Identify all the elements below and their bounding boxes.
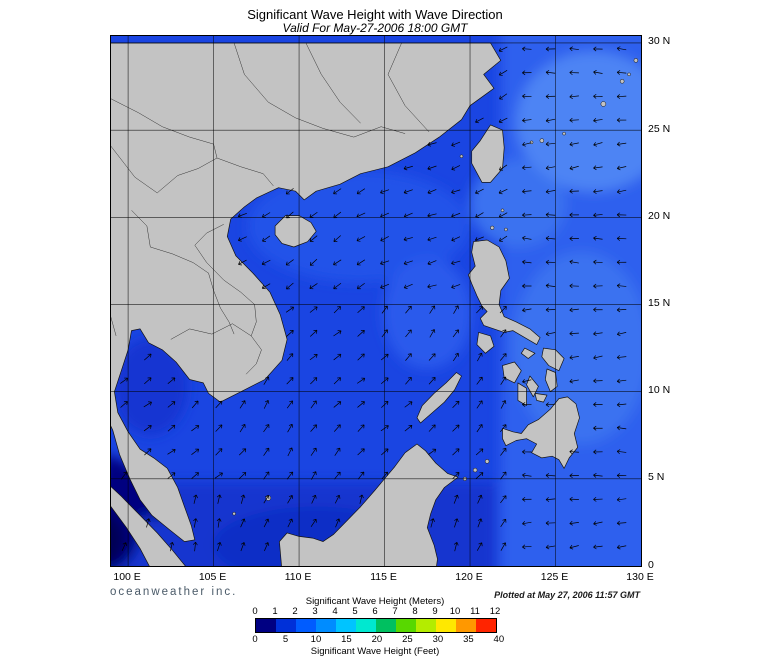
feet-tick: 0 xyxy=(252,634,258,645)
lat-label: 15 N xyxy=(648,296,671,309)
lon-label: 125 E xyxy=(540,571,569,583)
colorbar-segment xyxy=(336,619,356,632)
feet-tick: 10 xyxy=(310,634,322,645)
lon-label: 120 E xyxy=(455,571,483,583)
meters-tick: 3 xyxy=(312,606,318,617)
colorbar-segment xyxy=(456,619,476,632)
feet-tick: 15 xyxy=(341,634,352,645)
feet-tick: 30 xyxy=(432,634,444,645)
meters-tick: 12 xyxy=(489,606,501,617)
meters-tick: 2 xyxy=(292,606,298,617)
lon-label: 105 E xyxy=(198,571,227,583)
lat-label: 25 N xyxy=(648,122,671,135)
legend-meters-label: Significant Wave Height (Meters) xyxy=(305,596,445,607)
colorbar-segment xyxy=(316,619,336,632)
meters-tick: 1 xyxy=(272,606,278,617)
plotted-timestamp: Plotted at May 27, 2006 11:57 GMT xyxy=(494,590,640,600)
feet-tick: 25 xyxy=(402,634,413,645)
colorbar-segment xyxy=(256,619,276,632)
meters-tick: 8 xyxy=(412,606,418,617)
legend-feet-label: Significant Wave Height (Feet) xyxy=(310,646,440,657)
colorbar-segment xyxy=(416,619,436,632)
meters-tick: 11 xyxy=(470,606,480,617)
lon-label: 110 E xyxy=(284,571,312,583)
meters-tick: 6 xyxy=(372,606,378,617)
lat-label: 10 N xyxy=(648,384,671,397)
lon-label: 100 E xyxy=(113,571,141,583)
meters-tick: 4 xyxy=(332,606,338,617)
feet-tick: 35 xyxy=(463,634,474,645)
meters-tick: 9 xyxy=(432,606,438,617)
meters-tick: 10 xyxy=(449,606,461,617)
colorbar xyxy=(255,618,497,633)
oceanweather-logo-text: oceanweather inc. xyxy=(110,586,238,598)
colorbar-segment xyxy=(276,619,296,632)
feet-tick: 40 xyxy=(493,634,505,645)
lat-label: 20 N xyxy=(648,209,671,222)
colorbar-segment xyxy=(356,619,376,632)
meters-tick: 5 xyxy=(352,606,358,617)
colorbar-segment xyxy=(296,619,316,632)
colorbar-segment xyxy=(396,619,416,632)
lat-label: 5 N xyxy=(648,471,665,484)
valid-time-subtitle: Valid For May-27-2006 18:00 GMT xyxy=(282,21,468,35)
colorbar-segment xyxy=(376,619,396,632)
lat-label: 30 N xyxy=(648,35,671,48)
lon-label: 130 E xyxy=(626,571,654,583)
feet-tick: 20 xyxy=(371,634,383,645)
meters-tick: 0 xyxy=(252,606,258,617)
wave-map-svg xyxy=(111,36,641,566)
page-title: Significant Wave Height with Wave Direct… xyxy=(247,7,503,22)
lat-label: 0 xyxy=(648,558,654,571)
feet-tick: 5 xyxy=(282,634,289,645)
map-plot-area xyxy=(110,35,642,567)
meters-tick: 7 xyxy=(392,606,398,617)
colorbar-segment xyxy=(436,619,456,632)
lon-label: 115 E xyxy=(370,571,397,583)
colorbar-segment xyxy=(476,619,496,632)
